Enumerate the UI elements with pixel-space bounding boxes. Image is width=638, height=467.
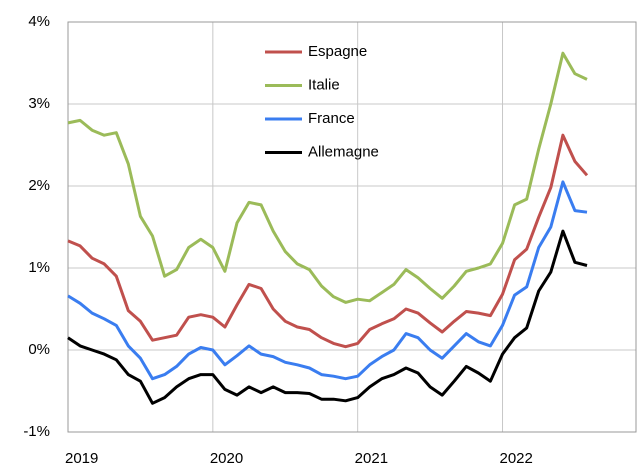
y-tick-label: -1% <box>23 423 50 440</box>
line-series <box>67 180 588 381</box>
legend-label: Italie <box>308 76 340 93</box>
line-series <box>67 133 589 349</box>
x-tick-label: 2020 <box>210 450 243 467</box>
y-tick-label: 3% <box>28 95 50 112</box>
plot-frame <box>67 21 637 433</box>
legend-label: France <box>308 110 355 127</box>
line-series <box>67 229 588 405</box>
x-tick-label: 2019 <box>65 450 98 467</box>
legend-label: Espagne <box>308 43 367 60</box>
y-tick-label: 2% <box>28 177 50 194</box>
x-tick-label: 2022 <box>500 450 533 467</box>
x-tick-label: 2021 <box>355 450 388 467</box>
legend-label: Allemagne <box>308 143 379 160</box>
y-tick-label: 0% <box>28 341 50 358</box>
y-tick-label: 4% <box>28 13 50 30</box>
y-tick-label: 1% <box>28 259 50 276</box>
line-series <box>67 51 588 304</box>
